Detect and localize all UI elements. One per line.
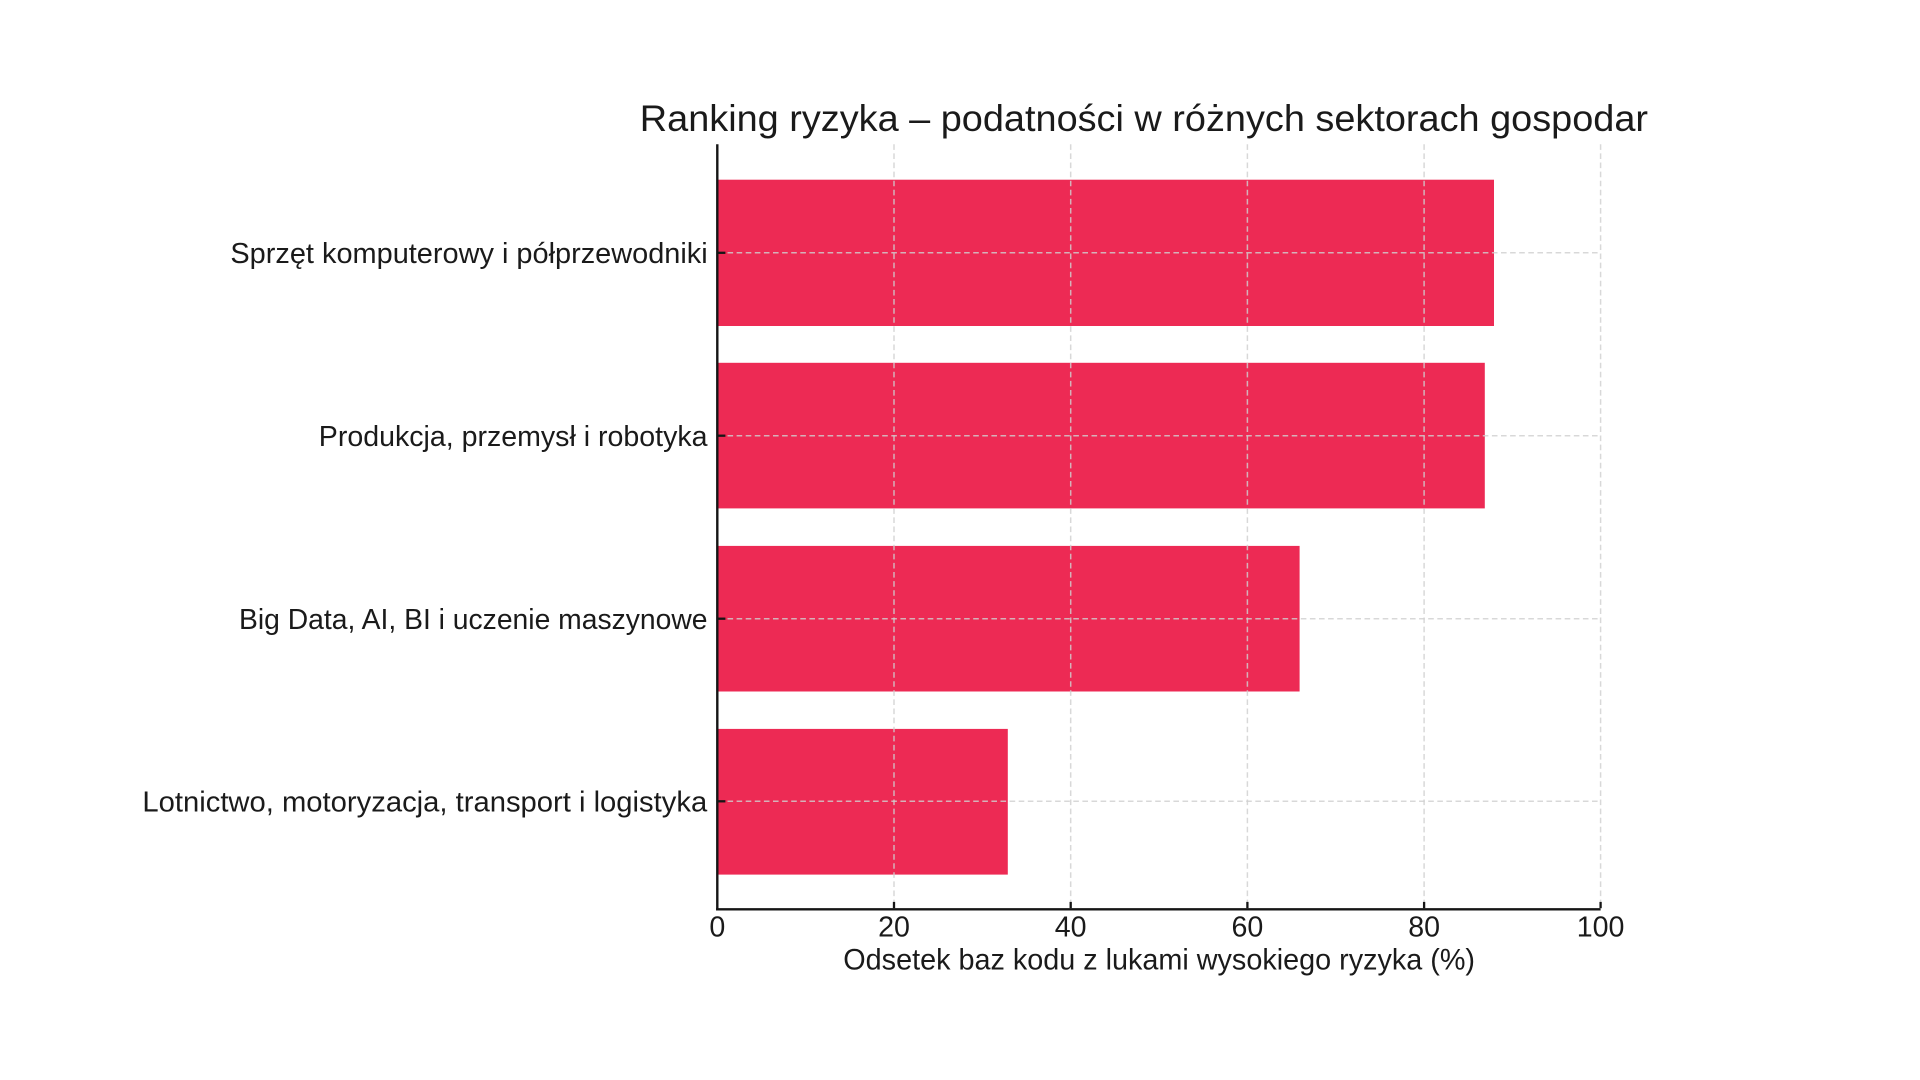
svg-text:80: 80 — [1408, 912, 1440, 944]
svg-text:40: 40 — [1055, 912, 1087, 944]
svg-text:60: 60 — [1231, 912, 1263, 944]
svg-text:Ranking ryzyka – podatności w: Ranking ryzyka – podatności w różnych se… — [640, 98, 1648, 139]
svg-text:Odsetek baz kodu z lukami wyso: Odsetek baz kodu z lukami wysokiego ryzy… — [843, 945, 1475, 977]
svg-text:Produkcja, przemysł i robotyka: Produkcja, przemysł i robotyka — [319, 421, 708, 453]
svg-text:Big Data, AI, BI i uczenie mas: Big Data, AI, BI i uczenie maszynowe — [239, 604, 708, 636]
svg-text:Lotnictwo, motoryzacja, transp: Lotnictwo, motoryzacja, transport i logi… — [142, 786, 707, 818]
svg-text:100: 100 — [1577, 912, 1625, 944]
svg-text:Sprzęt komputerowy i półprzewo: Sprzęt komputerowy i półprzewodniki — [230, 238, 707, 270]
svg-text:20: 20 — [878, 912, 910, 944]
svg-text:0: 0 — [709, 912, 725, 944]
